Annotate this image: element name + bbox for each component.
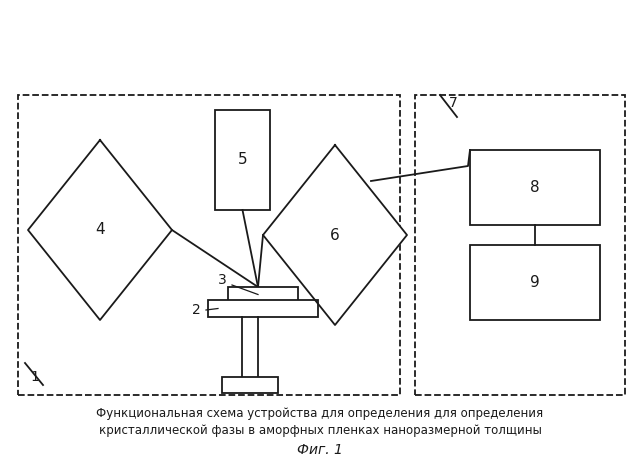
Text: 7: 7: [449, 96, 458, 110]
Bar: [228, 287, 298, 302]
Text: 5: 5: [237, 153, 247, 167]
Text: 3: 3: [218, 273, 227, 287]
Text: 1: 1: [31, 370, 40, 384]
Text: 9: 9: [530, 275, 540, 290]
Bar: [215, 110, 270, 210]
Text: 6: 6: [330, 227, 340, 243]
Text: Фиг. 1: Фиг. 1: [297, 443, 343, 457]
Bar: [415, 95, 625, 395]
Bar: [18, 95, 400, 395]
Polygon shape: [28, 140, 172, 320]
Bar: [470, 245, 600, 320]
Bar: [222, 377, 278, 393]
Text: 8: 8: [530, 180, 540, 195]
Text: Функциональная схема устройства для определения для определения: Функциональная схема устройства для опре…: [97, 406, 543, 419]
Text: кристаллической фазы в аморфных пленках наноразмерной толщины: кристаллической фазы в аморфных пленках …: [99, 424, 541, 437]
Bar: [208, 300, 318, 317]
Bar: [470, 150, 600, 225]
Text: 2: 2: [191, 303, 200, 317]
Polygon shape: [263, 145, 407, 325]
Text: 4: 4: [95, 222, 105, 238]
